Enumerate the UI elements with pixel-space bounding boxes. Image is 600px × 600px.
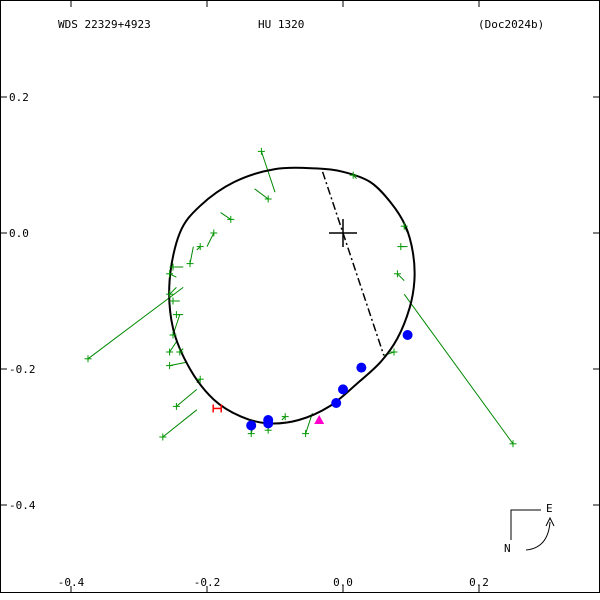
residual-line [206, 232, 215, 247]
residual-line [87, 286, 184, 360]
measure-points [84, 147, 517, 448]
residual-line [162, 409, 198, 438]
residual-line [196, 246, 201, 251]
compass: E N [504, 502, 555, 555]
compass-arrow [525, 521, 551, 551]
compass-frame [510, 509, 541, 540]
y-tick-label: 0.2 [9, 91, 29, 104]
residual-line [397, 273, 405, 281]
header-left: WDS 22329+4923 [58, 18, 151, 31]
residual-line [260, 151, 276, 193]
filled-point [356, 362, 367, 373]
compass-arrow-head [545, 516, 555, 527]
filled-point [263, 418, 274, 429]
line-of-apsides-layer [321, 171, 385, 356]
x-tick-label: -0.4 [58, 576, 85, 589]
y-tick-label: -0.2 [9, 363, 36, 376]
residual-line [254, 188, 269, 200]
residual-line [169, 287, 177, 295]
residual-line [169, 361, 187, 367]
predicted-position-marker [314, 415, 325, 424]
filled-point [402, 330, 413, 340]
filled-point [338, 384, 348, 395]
header-right: (Doc2024b) [478, 18, 544, 31]
y-tick-label: 0.0 [9, 227, 29, 240]
x-tick-label: -0.2 [194, 576, 221, 589]
residual-line [176, 389, 198, 407]
line-of-apsides [321, 171, 385, 356]
header-center: HU 1320 [258, 18, 304, 31]
compass-east-label: E [546, 502, 553, 515]
residual-line [281, 416, 286, 421]
residual-line [169, 341, 177, 353]
x-tick-label: 0.0 [333, 576, 353, 589]
residual-line [189, 246, 194, 264]
residual-line [220, 212, 232, 220]
filled-points [246, 330, 413, 431]
filled-point [331, 398, 342, 408]
x-tick-label: 0.2 [469, 576, 489, 589]
residual-line [403, 293, 514, 445]
special-markers [212, 219, 357, 424]
y-tick-label: -0.4 [9, 499, 36, 512]
compass-north-label: N [504, 542, 511, 555]
filled-point [246, 420, 257, 431]
